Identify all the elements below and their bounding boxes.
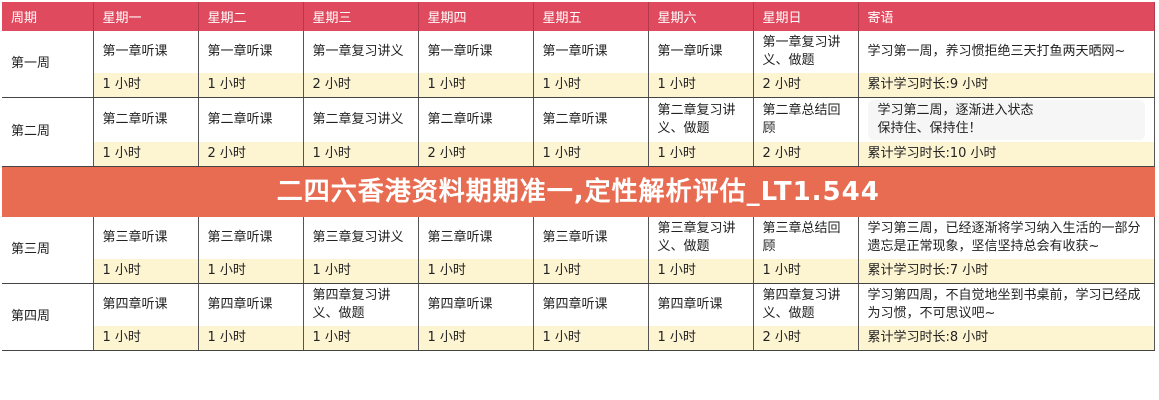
note-text: 学习第四周，不自觉地坐到书桌前，学习已经成为习惯，不可思议吧~ [867, 288, 1141, 321]
hours-cell: 1 小时 [648, 73, 754, 98]
column-header: 星期六 [648, 2, 754, 31]
note-text: 学习第一周，养习惯拒绝三天打鱼两天晒网~ [867, 44, 1126, 59]
header-row: 周期 星期一 星期二 星期三 星期四 星期五 星期六 星期日 寄语 [2, 2, 1155, 31]
study-schedule-table: 周期 星期一 星期二 星期三 星期四 星期五 星期六 星期日 寄语 第一周 第一章听课 第一章听课第… [2, 2, 1155, 351]
total-hours-cell: 累计学习时长:10 小时 [858, 142, 1155, 167]
hours-cell: 1 小时 [533, 142, 649, 167]
column-header: 周期 [2, 2, 94, 31]
hours-cell: 1 小时 [648, 326, 754, 351]
week-label: 第二周 [2, 97, 94, 167]
hours-cell: 1 小时 [93, 73, 199, 98]
hours-cell: 1 小时 [303, 142, 419, 167]
task-cell: 第四章听课 [533, 283, 649, 326]
note-cell: 学习第三周，已经逐渐将学习纳入生活的一部分遗忘是正常现象，坚信坚持总会有收获~ [858, 217, 1155, 259]
hours-cell: 1 小时 [93, 326, 199, 351]
hours-cell: 1 小时 [533, 73, 649, 98]
total-hours-cell: 累计学习时长:7 小时 [858, 259, 1155, 284]
note-text: 学习第三周，已经逐渐将学习纳入生活的一部分遗忘是正常现象，坚信坚持总会有收获~ [867, 221, 1141, 254]
task-cell: 第二章听课 [198, 97, 304, 142]
hours-cell: 1 小时 [648, 142, 754, 167]
task-cell: 第二章复习讲义、做题 [648, 97, 754, 142]
week-label: 第一周 [2, 31, 94, 98]
total-hours-cell: 累计学习时长:8 小时 [858, 326, 1155, 351]
hours-cell: 1 小时 [93, 259, 199, 284]
task-cell: 第三章总结回顾 [753, 217, 859, 259]
task-cell: 第二章听课 [418, 97, 534, 142]
hours-row: 1 小时 2 小时 1 小时 2 小时 1 小时 1 小时 2 小时 累计学习时长:10 小时 [2, 142, 1155, 167]
hours-cell: 2 小时 [198, 142, 304, 167]
hours-row: 1 小时 1 小时 1 小时 1 小时 1 小时 1 小时 2 小时 累计学习时长:8 小时 [2, 326, 1155, 351]
task-cell: 第一章复习讲义、做题 [753, 31, 859, 73]
hours-cell: 1 小时 [198, 259, 304, 284]
hours-cell: 1 小时 [648, 259, 754, 284]
note-text: 学习第二周，逐渐进入状态 保持住、保持住！ [867, 100, 1145, 140]
column-header: 寄语 [858, 2, 1155, 31]
task-cell: 第三章听课 [93, 217, 199, 259]
hours-cell: 1 小时 [753, 259, 859, 284]
hours-cell: 2 小时 [303, 73, 419, 98]
task-cell: 第三章听课 [198, 217, 304, 259]
task-cell: 第一章听课 [648, 31, 754, 73]
task-cell: 第三章复习讲义、做题 [648, 217, 754, 259]
hours-row: 1 小时 1 小时 1 小时 1 小时 1 小时 1 小时 1 小时 累计学习时长:7 小时 [2, 259, 1155, 284]
banner-text: 二四六香港资料期期准一,定性解析评估_LT1.544 [276, 177, 880, 207]
week-label: 第三周 [2, 217, 94, 284]
column-header: 星期五 [533, 2, 649, 31]
hours-cell: 1 小时 [533, 326, 649, 351]
task-cell: 第一章听课 [418, 31, 534, 73]
note-cell: 学习第四周，不自觉地坐到书桌前，学习已经成为习惯，不可思议吧~ [858, 283, 1155, 326]
hours-cell: 2 小时 [753, 326, 859, 351]
note-cell: 学习第一周，养习惯拒绝三天打鱼两天晒网~ [858, 31, 1155, 73]
task-cell: 第二章总结回顾 [753, 97, 859, 142]
hours-cell: 1 小时 [303, 259, 419, 284]
note-cell: 学习第二周，逐渐进入状态 保持住、保持住！ [858, 97, 1155, 142]
column-header: 星期四 [418, 2, 534, 31]
task-cell: 第四章复习讲义、做题 [303, 283, 419, 326]
task-cell: 第一章听课 [93, 31, 199, 73]
task-cell: 第四章复习讲义、做题 [753, 283, 859, 326]
banner-cell: 二四六香港资料期期准一,定性解析评估_LT1.544 [2, 166, 1155, 217]
task-cell: 第三章听课 [533, 217, 649, 259]
task-cell: 第四章听课 [648, 283, 754, 326]
task-cell: 第一章听课 [198, 31, 304, 73]
hours-cell: 1 小时 [303, 326, 419, 351]
hours-cell: 1 小时 [418, 326, 534, 351]
hours-cell: 1 小时 [418, 259, 534, 284]
column-header: 星期日 [753, 2, 859, 31]
hours-row: 1 小时 1 小时 2 小时 1 小时 1 小时 1 小时 2 小时 累计学习时长:9 小时 [2, 73, 1155, 98]
task-cell: 第二章复习讲义 [303, 97, 419, 142]
watermark-banner: 二四六香港资料期期准一,定性解析评估_LT1.544 [2, 166, 1155, 217]
task-cell: 第三章复习讲义 [303, 217, 419, 259]
hours-cell: 1 小时 [418, 73, 534, 98]
hours-cell: 2 小时 [418, 142, 534, 167]
task-cell: 第一章复习讲义 [303, 31, 419, 73]
task-cell: 第四章听课 [198, 283, 304, 326]
task-cell: 第四章听课 [93, 283, 199, 326]
hours-cell: 2 小时 [753, 73, 859, 98]
hours-cell: 2 小时 [753, 142, 859, 167]
task-row: 第一周 第一章听课 第一章听课 第一章复习讲义 第一章听课 第一章听课 第一章听课 第一章复习… [2, 31, 1155, 98]
task-cell: 第三章听课 [418, 217, 534, 259]
column-header: 星期二 [198, 2, 304, 31]
week-label: 第四周 [2, 283, 94, 351]
task-cell: 第四章听课 [418, 283, 534, 326]
total-hours-cell: 累计学习时长:9 小时 [858, 73, 1155, 98]
hours-cell: 1 小时 [198, 326, 304, 351]
hours-cell: 1 小时 [533, 259, 649, 284]
task-row: 第四周 第四章听课 第四章听课 第四章复习讲义、做题 第四章听课 第四章听课 第四章听课 第四… [2, 283, 1155, 351]
task-cell: 第二章听课 [93, 97, 199, 142]
column-header: 星期三 [303, 2, 419, 31]
hours-cell: 1 小时 [93, 142, 199, 167]
task-row: 第三周 第三章听课 第三章听课 第三章复习讲义 第三章听课 第三章听课 第三章复习讲义、做题… [2, 217, 1155, 284]
task-row: 第二周 第二章听课 第二章听课 第二章复习讲义 第二章听课 第二章听课 第二章复习讲义、做题… [2, 97, 1155, 167]
column-header: 星期一 [93, 2, 199, 31]
task-cell: 第一章听课 [533, 31, 649, 73]
hours-cell: 1 小时 [198, 73, 304, 98]
task-cell: 第二章听课 [533, 97, 649, 142]
